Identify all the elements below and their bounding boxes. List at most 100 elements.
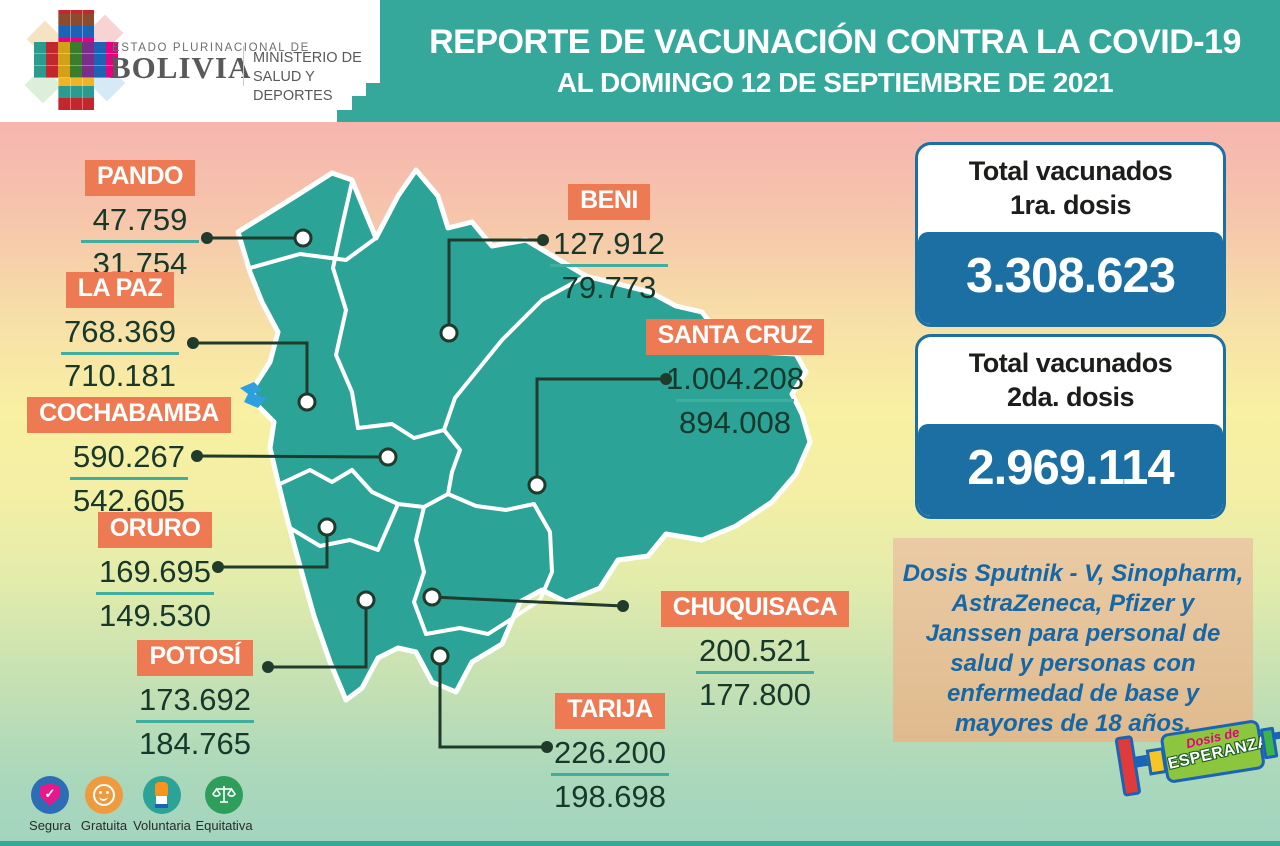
dept-label: POTOSÍ [137,640,253,676]
dept-label: LA PAZ [65,272,175,308]
page-title: REPORTE DE VACUNACIÓN CONTRA LA COVID-19 [429,23,1241,61]
dose2-value: 198.698 [553,779,667,815]
dose-divider [551,773,669,777]
dose-divider [81,240,199,244]
syringe-body-icon: Dosis de ESPERANZA [1159,718,1271,784]
info-line: Dosis Sputnik - V, Sinopharm, [902,560,1244,587]
info-line: AstraZeneca, Pfizer y [951,590,1195,617]
estado-plurinacional-text: ESTADO PLURINACIONAL DE [112,42,310,54]
dose-divider [70,477,188,481]
dept-block-oruro: ORURO 169.695 149.530 [45,512,265,633]
dept-label: SANTA CRUZ [645,319,825,355]
dose2-value: 149.530 [98,598,212,634]
connector-santa-cruz [535,377,666,485]
dose2-value: 894.008 [678,405,792,441]
dose1-value: 127.912 [552,226,666,261]
label-end-dots [187,232,672,753]
map-markers [293,228,547,666]
header-bar: ESTADO PLURINACIONAL DE BOLIVIA MINISTER… [0,0,1280,122]
dose1-value: 1.004.208 [666,361,804,396]
connector-tarija [438,656,547,749]
total-second-dose-value: 2.969.114 [918,423,1223,516]
principle-label: Voluntaria [133,818,191,833]
balance-scale-icon [205,776,243,814]
smiley-icon [85,776,123,814]
connector-lines [193,236,666,749]
total-title-line2: 2da. dosis [1006,381,1135,412]
map-marker-beni [439,323,459,343]
total-first-dose-card: Total vacunados 1ra. dosis 3.308.623 [915,142,1226,327]
lake-titicaca [240,382,266,408]
info-line: enfermedad de base y [946,680,1200,707]
dose-divider [136,720,254,724]
principle-label: Segura [29,818,71,833]
connector-potosi [268,600,368,669]
dose-divider [96,592,214,596]
total-first-dose-value: 3.308.623 [918,231,1223,324]
dose1-value: 200.521 [698,633,812,668]
principle-equitativa: Equitativa [186,776,262,833]
dose1-value: 590.267 [72,439,186,474]
total-title-line1: Total vacunados [968,156,1173,186]
header-titles: REPORTE DE VACUNACIÓN CONTRA LA COVID-19… [390,0,1280,122]
dept-label: TARIJA [555,693,665,729]
country-shape [235,167,813,703]
dept-block-cochabamba: COCHABAMBA 590.267 542.605 [19,397,239,518]
dose2-value: 184.765 [138,726,252,762]
map-marker-chuquisaca [422,587,442,607]
principle-voluntaria: Voluntaria [124,776,200,833]
dept-block-beni: BENI 127.912 79.773 [499,184,719,305]
vaccine-info-note: Dosis Sputnik - V, Sinopharm, AstraZenec… [893,538,1253,742]
principle-label: Gratuita [80,818,128,833]
total-title-line2: 1ra. dosis [1009,189,1132,220]
info-line: mayores de 18 años. [954,710,1192,737]
map-marker-tarija [430,646,450,666]
total-first-dose-title: Total vacunados 1ra. dosis [918,145,1223,232]
raised-hand-icon [143,776,181,814]
dose-divider [676,399,794,403]
map-marker-la-paz [297,392,317,412]
connector-cochabamba [196,454,389,459]
dose-divider [61,352,179,356]
dept-block-santa-cruz: SANTA CRUZ 1.004.208 894.008 [625,319,845,440]
map-marker-oruro [317,517,337,537]
ministry-line2: SALUD Y DEPORTES [253,68,333,104]
dept-block-chuquisaca: CHUQUISACA 200.521 177.800 [645,591,865,712]
ministry-line1: MINISTERIO DE [253,50,362,66]
map-marker-pando [293,228,313,248]
info-line: salud y personas con [950,650,1196,677]
connector-beni [447,238,543,333]
dept-label: ORURO [97,512,213,548]
total-second-dose-card: Total vacunados 2da. dosis 2.969.114 [915,334,1226,519]
connector-chuquisaca [431,595,624,608]
bolivia-wordmark: BOLIVIA [110,50,252,85]
dose-divider [550,264,668,268]
dept-block-la-paz: LA PAZ 768.369 710.181 [10,272,230,393]
dose-divider [696,671,814,675]
principle-segura: ✓ Segura [12,776,88,833]
dose1-value: 226.200 [553,735,667,770]
info-line: Janssen para personal de [925,620,1221,647]
dept-label: PANDO [85,160,195,196]
dose2-value: 710.181 [63,358,177,394]
page-subtitle: AL DOMINGO 12 DE SEPTIEMBRE DE 2021 [556,67,1114,98]
dept-label: COCHABAMBA [27,397,231,433]
principle-label: Equitativa [195,818,253,833]
logo-block: ESTADO PLURINACIONAL DE BOLIVIA MINISTER… [0,0,380,122]
dept-block-tarija: TARIJA 226.200 198.698 [500,693,720,814]
shield-check-icon: ✓ [31,776,69,814]
map-marker-cochabamba [378,447,398,467]
dose1-value: 169.695 [98,554,212,589]
connector-la-paz [193,341,309,402]
map-marker-santa-cruz [527,475,547,495]
bolivia-emblem-icon [24,8,126,112]
dose1-value: 47.759 [92,202,188,237]
dose1-value: 173.692 [138,682,252,717]
total-second-dose-title: Total vacunados 2da. dosis [918,337,1223,424]
dose2-value: 177.800 [698,677,812,713]
dept-label: BENI [568,184,650,220]
total-title-line1: Total vacunados [968,348,1173,378]
dose1-value: 768.369 [63,314,177,349]
